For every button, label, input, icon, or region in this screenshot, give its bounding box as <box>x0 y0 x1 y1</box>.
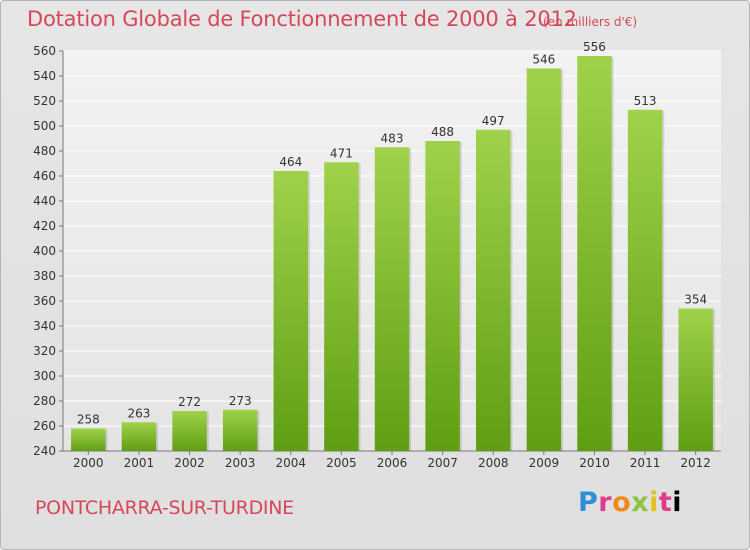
chart-unit-subtitle: (en milliers d'€) <box>543 15 638 29</box>
x-tick-label: 2009 <box>529 456 560 470</box>
bar-value-label: 272 <box>178 395 201 409</box>
y-tick-label: 480 <box>33 144 56 158</box>
bar <box>678 308 713 451</box>
y-tick-label: 380 <box>33 269 56 283</box>
y-tick-label: 320 <box>33 344 56 358</box>
x-tick-label: 2003 <box>225 456 256 470</box>
x-tick-label: 2005 <box>326 456 357 470</box>
commune-name: PONTCHARRA-SUR-TURDINE <box>35 497 294 519</box>
bar <box>526 68 562 451</box>
y-tick-label: 520 <box>33 94 56 108</box>
y-tick-label: 360 <box>33 294 56 308</box>
bar <box>172 411 207 451</box>
logo-letter: P <box>578 487 599 518</box>
y-tick-label: 460 <box>33 169 56 183</box>
bar <box>425 141 460 451</box>
bar <box>374 147 410 451</box>
x-tick-label: 2001 <box>124 456 155 470</box>
chart-title: Dotation Globale de Fonctionnement de 20… <box>27 7 577 31</box>
bar-value-label: 497 <box>482 114 505 128</box>
logo-letter: t <box>658 487 673 518</box>
bar-value-label: 488 <box>431 125 454 139</box>
bar-value-label: 483 <box>381 131 404 145</box>
y-tick-label: 260 <box>33 419 56 433</box>
y-tick-label: 280 <box>33 394 56 408</box>
logo-letter: x <box>631 487 650 518</box>
logo-letter: r <box>598 487 613 518</box>
bar <box>577 56 612 451</box>
x-tick-label: 2010 <box>579 456 610 470</box>
bar <box>121 422 157 451</box>
y-tick-label: 340 <box>33 319 56 333</box>
bar-value-label: 273 <box>229 394 252 408</box>
logo-letter: i <box>672 487 683 518</box>
bar-value-label: 464 <box>279 155 302 169</box>
bar-value-label: 263 <box>127 406 150 420</box>
bar <box>273 171 308 451</box>
bar-value-label: 258 <box>77 413 100 427</box>
bar <box>627 109 663 451</box>
logo-letter: i <box>649 487 659 518</box>
y-tick-label: 400 <box>33 244 56 258</box>
bar-value-label: 513 <box>634 94 657 108</box>
bar-value-label: 546 <box>532 53 555 67</box>
x-tick-label: 2011 <box>630 456 661 470</box>
bar <box>476 129 511 451</box>
x-tick-label: 2004 <box>275 456 306 470</box>
y-tick-label: 560 <box>33 44 56 58</box>
proxiti-logo: Proxiti <box>578 487 682 518</box>
bar <box>71 428 106 451</box>
bar-value-label: 556 <box>583 40 606 54</box>
bar-value-label: 471 <box>330 146 353 160</box>
x-tick-label: 2002 <box>174 456 205 470</box>
y-tick-label: 540 <box>33 69 56 83</box>
x-tick-label: 2012 <box>680 456 711 470</box>
logo-letter: o <box>612 487 632 518</box>
x-tick-label: 2008 <box>478 456 509 470</box>
y-tick-label: 240 <box>33 444 56 458</box>
y-tick-label: 420 <box>33 219 56 233</box>
bar-value-label: 354 <box>684 293 707 307</box>
x-tick-label: 2007 <box>427 456 458 470</box>
bar <box>324 162 359 451</box>
x-tick-label: 2006 <box>377 456 408 470</box>
y-tick-label: 440 <box>33 194 56 208</box>
y-tick-label: 300 <box>33 369 56 383</box>
x-tick-label: 2000 <box>73 456 104 470</box>
bar <box>222 409 258 451</box>
y-tick-label: 500 <box>33 119 56 133</box>
